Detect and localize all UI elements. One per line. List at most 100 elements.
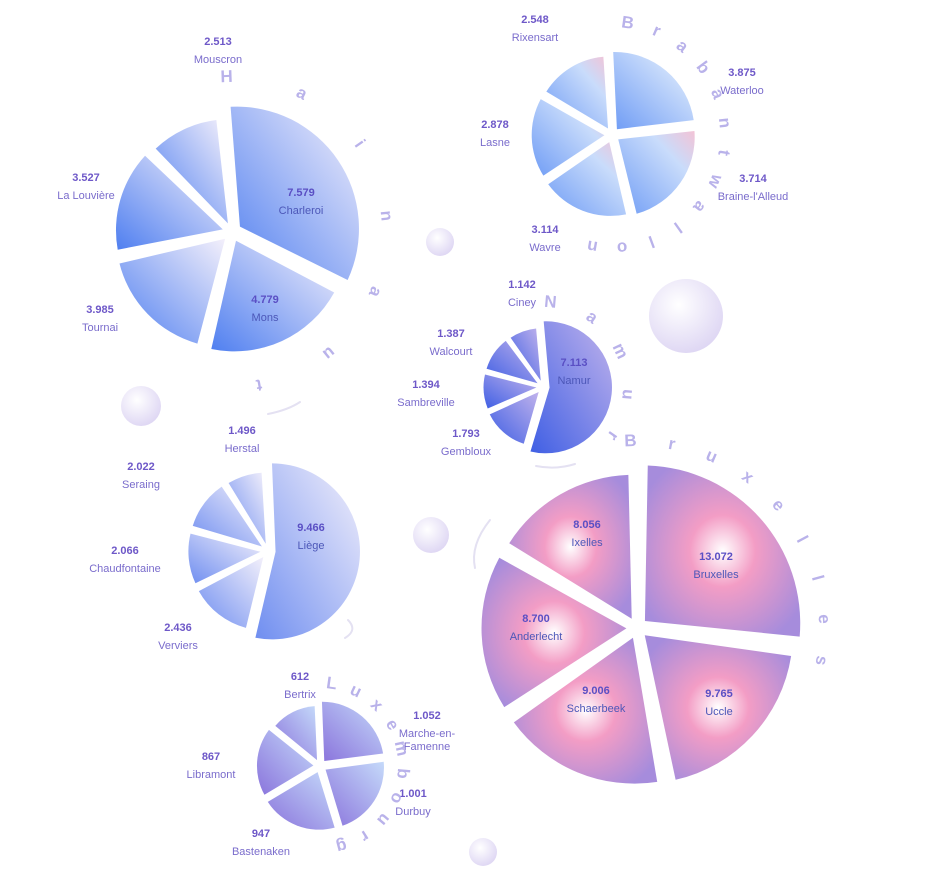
- pie-slice-tournai: [119, 238, 226, 344]
- pie-slice-bertrix: [275, 706, 318, 761]
- slice-value-bruxelles: 13.072: [699, 551, 733, 563]
- decorative-bubble: [469, 838, 497, 866]
- pie-slice-schaerbeek: [513, 637, 658, 784]
- slice-value-rixensart: 2.548: [521, 14, 549, 26]
- slice-value-la-louviere: 3.527: [72, 172, 100, 184]
- region-title-letter: L: [325, 673, 338, 693]
- slice-label-tournai: Tournai: [82, 322, 118, 334]
- pie-slice-anderlecht: [481, 557, 627, 708]
- region-title-letter: H: [220, 67, 233, 86]
- region-title-letter: u: [373, 810, 394, 830]
- slice-value-charleroi: 7.579: [287, 187, 315, 199]
- slice-value-braine-l-alleud: 3.714: [739, 173, 767, 185]
- region-title-letter: e: [815, 614, 834, 624]
- region-title-letter: w: [704, 171, 727, 192]
- region-title-letter: B: [620, 12, 635, 33]
- region-title-letter: r: [357, 827, 373, 847]
- pie-slice-braine-l-alleud: [618, 131, 695, 214]
- slice-label-seraing: Seraing: [122, 479, 160, 491]
- slice-label-rixensart: Rixensart: [512, 32, 558, 44]
- slice-label-mons: Mons: [252, 312, 279, 324]
- pie-liege: 9.466 Liège 2.436 Verviers 2.066 Chaudfontain…: [89, 425, 360, 652]
- region-title-letter: o: [616, 238, 628, 258]
- region-title-letter: r: [650, 21, 664, 41]
- slice-value-seraing: 2.022: [127, 461, 155, 473]
- region-title-letter: b: [693, 58, 714, 78]
- slice-label-uccle: Uccle: [705, 706, 733, 718]
- slice-label-wavre: Wavre: [529, 242, 560, 254]
- slice-label-sambreville: Sambreville: [397, 397, 454, 409]
- slice-value-schaerbeek: 9.006: [582, 685, 610, 697]
- region-title-letter: a: [707, 86, 728, 102]
- decorative-bubble: [426, 228, 454, 256]
- pie-slice-la-louviere: [115, 155, 223, 250]
- pie-slice-bastenaken: [267, 772, 335, 830]
- slice-label-charleroi: Charleroi: [279, 205, 324, 217]
- region-title-letter: a: [583, 306, 602, 327]
- slice-label-lasne: Lasne: [480, 137, 510, 149]
- region-title-letter: s: [811, 654, 831, 667]
- slice-value-libramont: 867: [202, 751, 220, 763]
- slice-label-la-louviere: La Louvière: [57, 190, 115, 202]
- region-title-letter: b: [393, 768, 413, 780]
- pie-slice-ciney: [510, 328, 541, 381]
- slice-value-bertrix: 612: [291, 671, 309, 683]
- pie-slice-liege: [255, 463, 360, 640]
- region-title-letter: n: [586, 237, 600, 258]
- region-title-letter: l: [793, 533, 812, 546]
- pie-slice-namur: [530, 321, 612, 454]
- slice-label-herstal: Herstal: [225, 443, 260, 455]
- pie-slice-bruxelles: [644, 465, 801, 637]
- region-title-letter: a: [293, 82, 310, 103]
- slice-value-mons: 4.779: [251, 294, 279, 306]
- slice-value-wavre: 3.114: [532, 224, 560, 236]
- slice-value-ciney: 1.142: [508, 279, 536, 291]
- slice-label-marche-en-famenne: Marche-en-: [399, 728, 456, 740]
- pie-slice-chaudfontaine: [188, 533, 261, 584]
- region-title-letter: l: [808, 573, 828, 583]
- slice-label-schaerbeek: Schaerbeek: [567, 703, 626, 715]
- region-title-letter: m: [609, 340, 633, 362]
- pie-slice-uccle: [644, 635, 792, 780]
- pie-slice-gembloux: [489, 391, 539, 444]
- slice-value-mouscron: 2.513: [204, 36, 232, 48]
- decorative-bubble: [649, 279, 723, 353]
- pie-slice-sambreville: [483, 374, 537, 409]
- slice-value-uccle: 9.765: [705, 688, 733, 700]
- pie-slice-mons: [211, 240, 335, 352]
- region-title-letter: l: [670, 218, 685, 236]
- region-title-letter: N: [544, 292, 558, 312]
- region-title-letter: n: [377, 210, 397, 222]
- pie-slice-marche-en-famenne: [321, 701, 384, 761]
- slice-label-anderlecht: Anderlecht: [510, 631, 563, 643]
- pie-slice-durbuy: [325, 761, 384, 826]
- slice-label-ixelles: Ixelles: [571, 537, 603, 549]
- pie-slice-rixensart: [546, 56, 609, 129]
- slice-value-herstal: 1.496: [228, 425, 256, 437]
- region-title-letter: x: [738, 466, 757, 487]
- pie-slice-verviers: [198, 556, 264, 628]
- pie-slice-libramont: [256, 729, 314, 795]
- pie-slice-walcourt: [486, 340, 538, 384]
- slice-value-walcourt: 1.387: [437, 328, 465, 340]
- slice-label-braine-l-alleud: Braine-l'Alleud: [718, 191, 789, 203]
- region-title-letter: u: [703, 445, 720, 467]
- region-title-letter: r: [603, 428, 623, 445]
- slice-value-verviers: 2.436: [164, 622, 192, 634]
- region-title-letter: B: [624, 431, 637, 450]
- slice-label-walcourt: Walcourt: [430, 346, 473, 358]
- region-title-letter: a: [365, 284, 386, 301]
- pie-slice-herstal: [228, 472, 266, 544]
- slice-value-namur: 7.113: [561, 357, 588, 369]
- pie-bruxelles: 13.072Bruxelles9.765Uccle9.006Schaerbeek…: [481, 431, 834, 784]
- slice-label-libramont: Libramont: [187, 769, 236, 781]
- slice-value-lasne: 2.878: [481, 119, 509, 131]
- pie-slice-mouscron: [155, 120, 228, 224]
- decorative-bubble: [121, 386, 161, 426]
- slice-label-bastenaken: Bastenaken: [232, 846, 290, 858]
- slice-value-bastenaken: 947: [252, 828, 270, 840]
- region-title-letter: u: [618, 388, 638, 400]
- region-title-letter: r: [667, 434, 677, 454]
- slice-value-durbuy: 1.001: [399, 788, 427, 800]
